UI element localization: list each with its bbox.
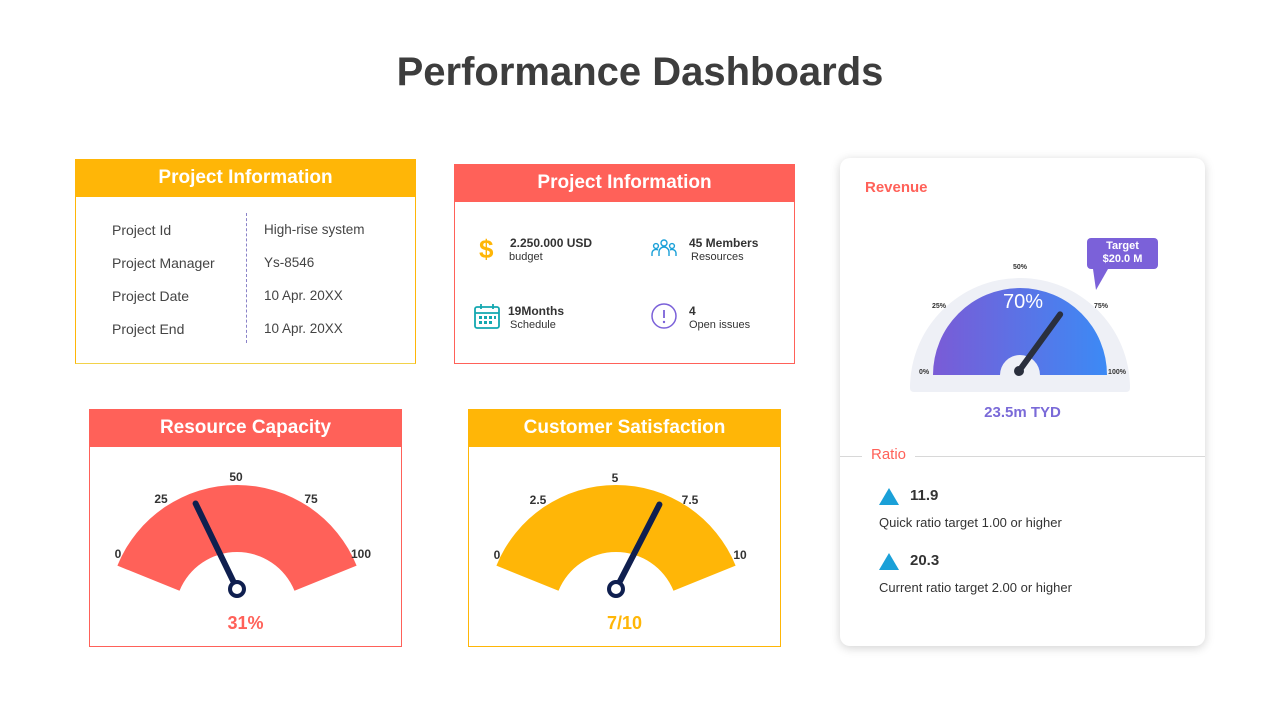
customer-satisfaction-gauge: 0 2.5 5 7.5 10: [494, 471, 747, 598]
stat-label: Resources: [691, 251, 744, 263]
gauge-tick: 75: [304, 492, 318, 506]
stat-value: 19Months: [508, 304, 565, 318]
target-pointer: [1093, 269, 1108, 290]
ratio-value: 11.9: [910, 487, 939, 504]
project-stats-body: $ 2.250.000 USD budget 45 Members Resour…: [454, 202, 795, 364]
gauge-tick: 25: [154, 492, 168, 506]
gauge-tick: 0: [115, 547, 122, 561]
info-divider: [246, 213, 247, 343]
resource-capacity-value: 31%: [227, 613, 264, 633]
gauge-tick: 100: [351, 547, 371, 561]
gauge-tick: 100%: [1108, 369, 1127, 376]
gauge-tick: 2.5: [530, 493, 547, 507]
info-key: Project End: [112, 321, 185, 337]
gauge-tick: 25%: [932, 303, 947, 310]
calendar-icon: [474, 304, 500, 329]
stat-value: 4: [689, 304, 696, 318]
info-value: High-rise system: [264, 222, 365, 237]
customer-satisfaction-body: [468, 447, 781, 647]
stat-members: 45 Members Resources: [649, 234, 809, 274]
up-triangle-icon: [879, 553, 899, 570]
gauge-needle: [192, 500, 240, 592]
info-row-project-end: Project End 10 Apr. 20XX: [112, 321, 402, 341]
ratio-item-current: 20.3 Current ratio target 2.00 or higher: [879, 550, 1179, 600]
gauge-tick: 7.5: [682, 493, 699, 507]
gauge-band: [117, 485, 357, 591]
stat-issues: 4 Open issues: [649, 302, 809, 342]
ratio-title: Ratio: [862, 446, 916, 463]
revenue-gauge: 0% 25% 50% 75% 100% 70%: [910, 264, 1130, 392]
ratio-desc: Quick ratio target 1.00 or higher: [879, 515, 1062, 530]
target-bubble: Target $20.0 M: [1087, 238, 1158, 269]
svg-text:$: $: [479, 234, 494, 264]
info-value: 10 Apr. 20XX: [264, 288, 343, 303]
up-triangle-icon: [879, 488, 899, 505]
customer-satisfaction-value: 7/10: [606, 613, 643, 633]
revenue-percent: 70%: [1003, 291, 1043, 313]
gauge-tick: 5: [612, 471, 619, 485]
project-info-body: Project Id High-rise system Project Mana…: [75, 197, 416, 364]
gauge-needle: [1016, 311, 1064, 374]
customer-satisfaction-card: Customer Satisfaction 0 2.5 5 7.5 10 7/1…: [468, 409, 781, 647]
gauge-hub: [607, 580, 625, 598]
ratio-desc: Current ratio target 2.00 or higher: [879, 580, 1072, 595]
ratio-divider: [840, 456, 1205, 457]
gauge-tick: 0: [494, 548, 501, 562]
stat-label: Schedule: [510, 319, 556, 331]
customer-satisfaction-header: Customer Satisfaction: [468, 409, 781, 447]
gauge-needle: [613, 501, 663, 592]
gauge-tick: 75%: [1094, 303, 1109, 310]
gauge-band: [496, 485, 736, 591]
dollar-icon: $: [479, 234, 494, 264]
info-key: Project Date: [112, 288, 190, 304]
revenue-panel: Revenue 0% 25% 50% 75% 100% 70% Target $…: [840, 158, 1205, 646]
resource-capacity-card: Resource Capacity 0 25 50 75 100 31%: [89, 409, 402, 647]
project-info-card: Project Information Project Id High-rise…: [75, 159, 416, 364]
info-value: Ys-8546: [264, 255, 315, 270]
gauge-tick: 50: [229, 470, 243, 484]
stat-budget: $ 2.250.000 USD budget: [474, 234, 634, 274]
team-icon: [651, 239, 677, 256]
info-value: 10 Apr. 20XX: [264, 321, 343, 336]
stat-value: 45 Members: [689, 236, 759, 250]
revenue-title: Revenue: [865, 179, 928, 196]
info-row-project-date: Project Date 10 Apr. 20XX: [112, 288, 402, 308]
info-row-project-manager: Project Manager Ys-8546: [112, 255, 402, 275]
stat-schedule: 19Months Schedule: [472, 302, 632, 342]
gauge-tick: 0%: [919, 369, 930, 376]
target-label: Target: [1106, 240, 1139, 252]
stat-label: budget: [509, 251, 543, 263]
alert-icon: [651, 303, 677, 329]
resource-capacity-body: [89, 447, 402, 647]
ratio-item-quick: 11.9 Quick ratio target 1.00 or higher: [879, 485, 1179, 535]
gauge-hub: [1014, 366, 1024, 376]
project-stats-card: Project Information $ 2.250.000 USD budg…: [454, 164, 795, 364]
info-row-project-id: Project Id High-rise system: [112, 222, 402, 242]
project-stats-header: Project Information: [454, 164, 795, 202]
resource-capacity-header: Resource Capacity: [89, 409, 402, 447]
info-key: Project Manager: [112, 255, 215, 271]
gauge-fill: [933, 288, 1107, 375]
revenue-total: 23.5m TYD: [984, 404, 1061, 421]
gauge-hub: [228, 580, 246, 598]
gauge-tick: 50%: [1013, 264, 1028, 271]
stat-label: Open issues: [689, 319, 751, 331]
project-info-header: Project Information: [75, 159, 416, 197]
page-title: Performance Dashboards: [396, 50, 884, 94]
ratio-value: 20.3: [910, 552, 940, 569]
stat-value: 2.250.000 USD: [510, 236, 593, 250]
resource-capacity-gauge: 0 25 50 75 100: [115, 470, 371, 598]
target-value: $20.0 M: [1102, 253, 1143, 265]
info-key: Project Id: [112, 222, 172, 238]
gauge-tick: 10: [733, 548, 747, 562]
